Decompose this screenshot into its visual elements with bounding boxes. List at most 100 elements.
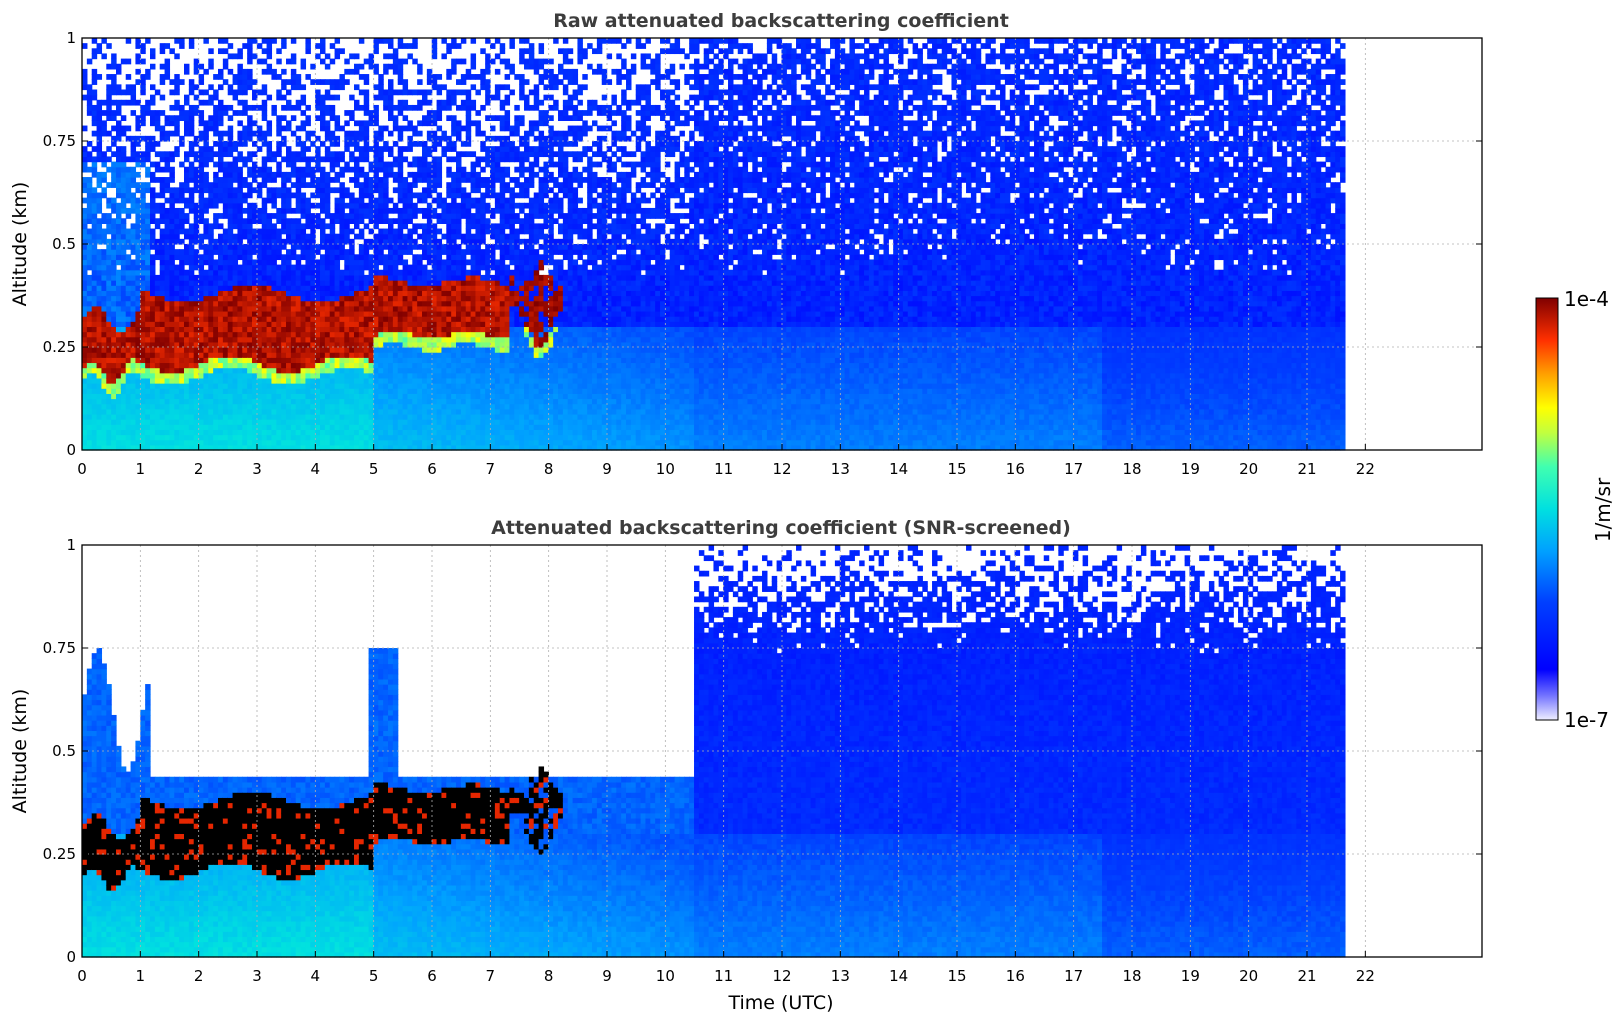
heatmap-cell — [320, 238, 326, 245]
heatmap-cell — [174, 362, 180, 369]
heatmap-cell — [383, 202, 389, 209]
heatmap-cell — [286, 424, 292, 430]
heatmap-cell — [86, 444, 93, 451]
heatmap-cell — [431, 305, 438, 312]
heatmap-cell — [451, 187, 457, 194]
heatmap-cell — [106, 280, 112, 286]
heatmap-cell — [407, 347, 413, 353]
heatmap-cell — [431, 171, 438, 178]
heatmap-cell — [412, 347, 418, 353]
heatmap-cell — [252, 94, 258, 101]
heatmap-cell — [417, 130, 423, 137]
heatmap-cell — [315, 310, 321, 317]
heatmap-cell — [368, 326, 375, 333]
heatmap-cell — [358, 398, 365, 405]
heatmap-cell — [96, 285, 103, 291]
heatmap-cell — [368, 244, 375, 250]
heatmap-cell — [101, 383, 107, 389]
heatmap-cell — [320, 331, 326, 338]
heatmap-cell — [354, 161, 360, 168]
heatmap-cell — [392, 398, 399, 405]
heatmap-cell — [174, 115, 180, 121]
heatmap-cell — [145, 388, 151, 394]
heatmap-cell — [203, 146, 209, 152]
heatmap-cell — [310, 434, 316, 441]
heatmap-cell — [373, 182, 379, 188]
heatmap-cell — [106, 383, 112, 389]
heatmap-cell — [179, 295, 185, 302]
heatmap-cell — [383, 388, 389, 394]
heatmap-cell — [436, 280, 443, 286]
heatmap-cell — [96, 274, 103, 281]
heatmap-cell — [358, 331, 365, 338]
heatmap-cell — [402, 377, 409, 384]
heatmap-cell — [290, 439, 297, 446]
heatmap-cell — [247, 280, 253, 286]
heatmap-cell — [193, 233, 200, 240]
heatmap-cell — [397, 89, 404, 96]
heatmap-cell — [436, 197, 443, 204]
heatmap-cell — [174, 187, 180, 194]
heatmap-cell — [276, 264, 282, 271]
heatmap-cell — [329, 393, 336, 400]
heatmap-cell — [402, 249, 409, 255]
heatmap-cell — [145, 341, 151, 348]
heatmap-cell — [184, 151, 190, 158]
heatmap-cell — [363, 74, 370, 80]
heatmap-cell — [91, 347, 98, 353]
heatmap-cell — [451, 321, 457, 327]
heatmap-cell — [334, 213, 341, 219]
heatmap-cell — [363, 141, 370, 147]
heatmap-cell — [460, 187, 467, 194]
heatmap-cell — [329, 347, 336, 353]
heatmap-cell — [184, 94, 190, 101]
heatmap-cell — [164, 403, 171, 410]
heatmap-cell — [436, 192, 443, 199]
heatmap-cell — [339, 233, 345, 240]
heatmap-cell — [218, 233, 224, 240]
heatmap-cell — [417, 254, 423, 261]
heatmap-cell — [446, 104, 452, 111]
heatmap-cell — [91, 393, 98, 400]
heatmap-cell — [150, 53, 156, 60]
heatmap-cell — [305, 249, 311, 255]
heatmap-cell — [373, 274, 379, 281]
heatmap-cell — [222, 424, 229, 430]
heatmap-cell — [349, 310, 355, 317]
heatmap-cell — [111, 177, 117, 183]
heatmap-cell — [237, 383, 243, 389]
heatmap-cell — [373, 223, 379, 230]
heatmap-cell — [203, 424, 209, 430]
heatmap-cell — [222, 146, 229, 152]
heatmap-cell — [349, 347, 355, 353]
heatmap-cell — [242, 244, 248, 250]
heatmap-cell — [407, 249, 413, 255]
heatmap-cell — [242, 197, 248, 204]
heatmap-cell — [120, 58, 127, 65]
heatmap-cell — [188, 192, 195, 199]
heatmap-cell — [368, 305, 375, 312]
heatmap-cell — [125, 213, 132, 219]
heatmap-cell — [436, 352, 443, 358]
heatmap-cell — [101, 316, 107, 322]
heatmap-cell — [130, 264, 137, 271]
heatmap-cell — [295, 429, 302, 436]
heatmap-cell — [441, 290, 447, 297]
heatmap-cell — [120, 429, 127, 436]
heatmap-cell — [378, 419, 384, 425]
heatmap-cell — [456, 244, 462, 250]
heatmap-cell — [150, 94, 156, 101]
heatmap-cell — [164, 321, 171, 327]
heatmap-cell — [150, 244, 156, 250]
heatmap-cell — [179, 38, 185, 44]
heatmap-cell — [305, 331, 311, 338]
heatmap-cell — [135, 403, 141, 410]
heatmap-cell — [247, 254, 253, 261]
heatmap-cell — [373, 408, 379, 415]
heatmap-cell — [222, 166, 229, 173]
heatmap-cell — [358, 372, 365, 379]
heatmap-cell — [193, 63, 200, 70]
heatmap-cell — [247, 125, 253, 132]
heatmap-cell — [417, 259, 423, 266]
heatmap-cell — [324, 280, 331, 286]
